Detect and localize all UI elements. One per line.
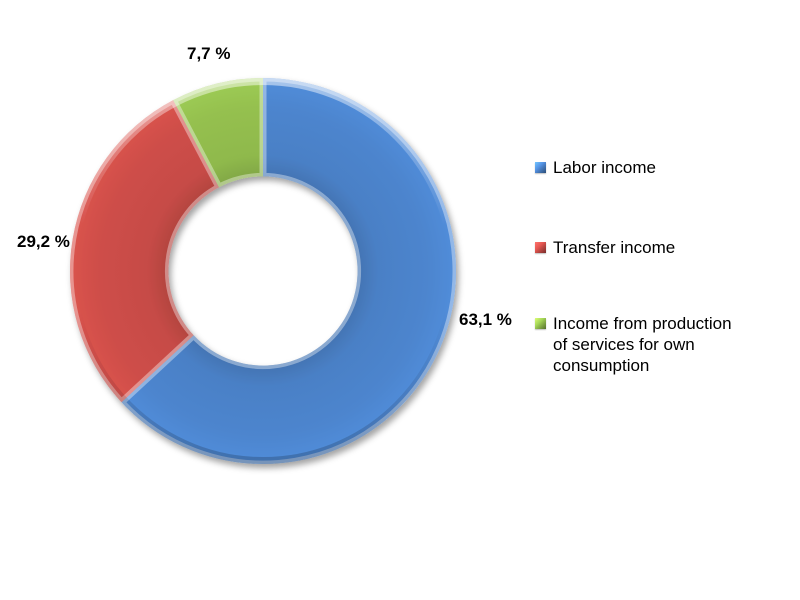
legend-marker-square-icon: [535, 162, 546, 173]
donut-slice-income-from-production-of-servic: [173, 78, 263, 188]
legend-label: Transfer income: [553, 238, 676, 257]
legend-item-labor-income: Labor income: [535, 157, 747, 178]
legend-marker-square-icon: [535, 242, 546, 253]
legend-label: Income from production of services for o…: [553, 314, 732, 375]
legend-marker-square-icon: [535, 318, 546, 329]
data-label-own-consumption-income: 7,7 %: [187, 44, 231, 63]
donut-slice-labor-income: [121, 78, 456, 464]
donut-slice-transfer-income: [70, 100, 220, 403]
legend-label: Labor income: [553, 158, 657, 177]
legend-item-own-consumption-income: Income from production of services for o…: [535, 313, 747, 376]
data-label-transfer-income: 29,2 %: [17, 232, 70, 251]
data-label-labor-income: 63,1 %: [459, 310, 512, 329]
legend-item-transfer-income: Transfer income: [535, 237, 747, 258]
